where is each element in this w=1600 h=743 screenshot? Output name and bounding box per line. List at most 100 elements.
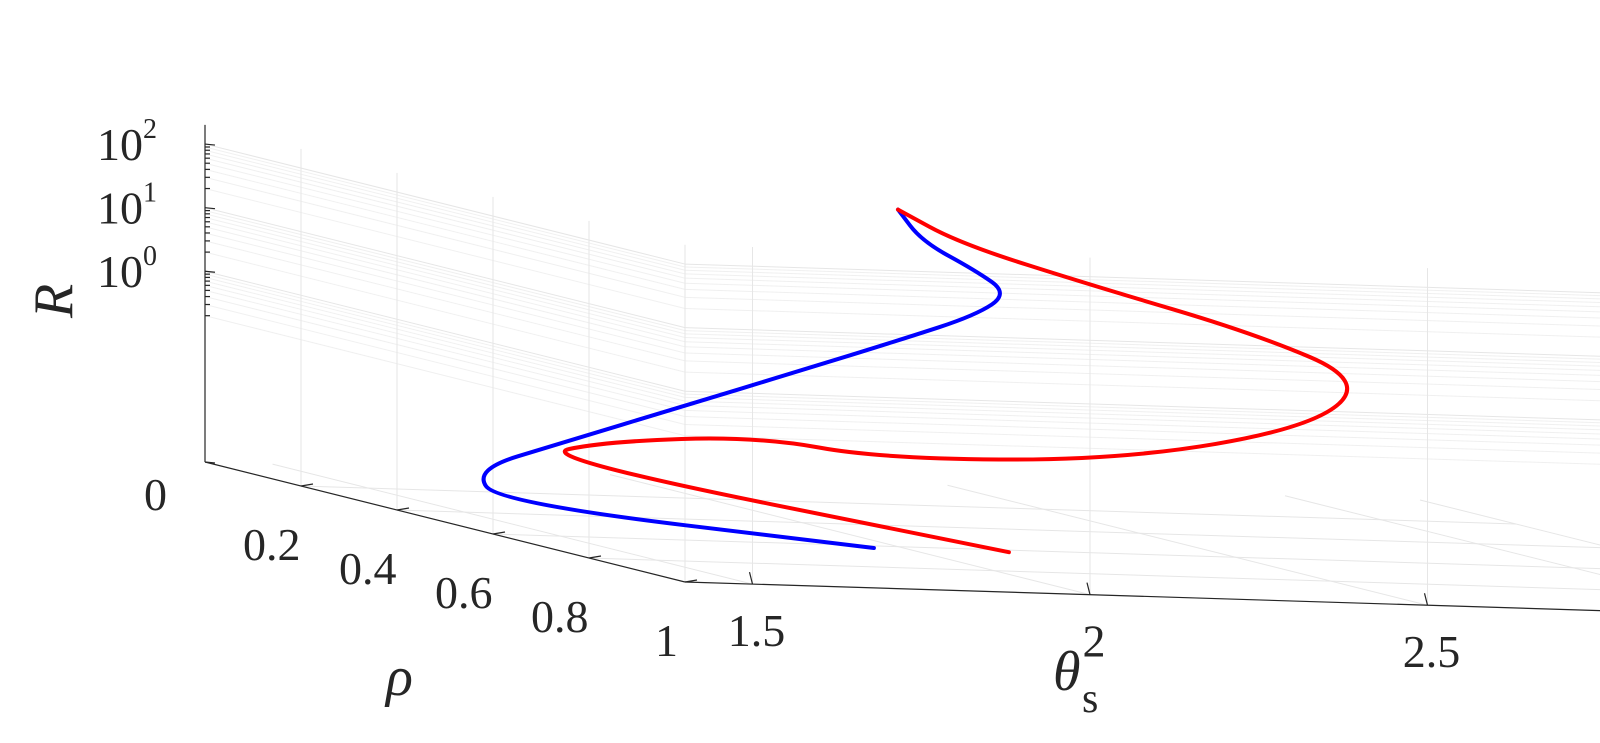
series-line-red (562, 207, 1350, 555)
grid-minor-z-side (204, 284, 686, 406)
grid-line-rho-floor (492, 533, 1600, 570)
grid-minor-z-side (204, 188, 686, 310)
grid-minor-z-side (204, 221, 686, 343)
grid-line-z-back (684, 390, 1600, 421)
axis-labels: R ρ θ s (23, 284, 1098, 722)
grid-minor-z-side (204, 289, 686, 411)
x-axis-label-subscript: s (1082, 676, 1098, 722)
grid-minor-z-side (204, 217, 686, 338)
y-tick-mark (300, 483, 314, 487)
grid-minor-z-side (204, 153, 686, 275)
series-group (481, 207, 1350, 555)
grid-minor-z-back (684, 371, 1600, 402)
grid-minor-z-side (204, 146, 686, 268)
grid-minor-z-back (684, 269, 1600, 300)
y-tick-label: 1 (655, 615, 678, 666)
grid-line-rho-floor (396, 509, 1600, 549)
grid-minor-z-back (684, 273, 1600, 304)
y-tick-mark (492, 531, 506, 535)
grid-minor-z-back (684, 308, 1600, 338)
grid-line-rho-floor (684, 581, 1600, 612)
grid-minor-z-back (684, 282, 1600, 313)
grid-line-theta-floor (609, 474, 1091, 596)
grid-minor-z-back (684, 266, 1600, 297)
z-tick-mark (204, 143, 216, 146)
grid-minor-z-back (684, 435, 1600, 465)
y-tick-label: 0.2 (243, 519, 301, 570)
grid-minor-z-back (684, 423, 1600, 454)
grid-line-z-side (204, 207, 686, 329)
y-tick-mark (396, 507, 410, 511)
x-axis-label: θ (1053, 641, 1081, 703)
grid-line-z-back (684, 327, 1600, 357)
z-tick-label: 102 (97, 114, 157, 170)
x-tick-mark (1423, 593, 1429, 606)
grid-minor-z-side (204, 315, 686, 437)
grid-minor-z-side (204, 296, 686, 418)
z-tick-mark (204, 207, 216, 210)
grid-minor-z-side (204, 240, 686, 362)
z-tick-exponent: 1 (143, 178, 157, 209)
grid-minor-z-back (684, 333, 1600, 363)
grid-line-theta-floor (1284, 495, 1600, 576)
y-axis-line (204, 461, 686, 583)
x-tick-label: 2 (1083, 616, 1106, 667)
z-tick-label: 0 (144, 469, 167, 520)
grid-line-z-back (684, 263, 1600, 294)
z-tick-mark (204, 270, 216, 273)
grid-line-theta-floor (272, 463, 753, 585)
grid-line-rho-floor (588, 557, 1600, 591)
grid-minor-z-side (204, 232, 686, 354)
z-tick-exponent: 0 (143, 241, 157, 272)
box-edge-floor-right (1419, 499, 1600, 546)
x-tick-label: 2.5 (1403, 626, 1461, 677)
y-tick-label: 0.4 (339, 543, 397, 594)
z-tick-exponent: 2 (143, 114, 157, 145)
y-tick-label: 0.6 (435, 567, 493, 618)
z-tick-label: 100 (97, 241, 157, 297)
grid-minor-z-back (684, 409, 1600, 440)
grid-minor-z-back (684, 296, 1600, 327)
grid-minor-z-back (684, 393, 1600, 424)
grid-minor-z-back (684, 341, 1600, 371)
y-axis-label: ρ (384, 646, 413, 708)
grid-line-z-side (204, 270, 686, 392)
grid-minor-z-side (204, 251, 686, 373)
grid-minor-z-back (684, 277, 1600, 308)
grid-minor-z-back (684, 352, 1600, 383)
y-tick-mark (684, 579, 698, 583)
grid-minor-z-side (204, 157, 686, 279)
grid-minor-z-side (204, 149, 686, 271)
grid-minor-z-back (684, 360, 1600, 391)
grid-line-rho-floor (300, 485, 1517, 525)
grid-minor-z-back (684, 288, 1600, 319)
grid-minor-z-side (204, 273, 686, 395)
grid-minor-z-side (204, 168, 686, 290)
y-tick-mark (588, 555, 602, 559)
grid-minor-z-side (204, 176, 686, 298)
x-tick-mark (748, 571, 754, 585)
grid-minor-z-back (684, 346, 1600, 376)
y-tick-label: 0.8 (531, 591, 589, 642)
grid-line-theta-floor (947, 484, 1428, 606)
series-line-blue (481, 207, 1002, 550)
grid-minor-z-back (684, 396, 1600, 427)
grid-minor-z-side (204, 304, 686, 425)
grid-minor-z-side (204, 226, 686, 348)
grid-minor-z-back (684, 416, 1600, 446)
x-axis-line (684, 581, 1600, 612)
grid-minor-z-side (204, 213, 686, 335)
grid-line-z-side (204, 143, 686, 265)
x-tick-mark (1086, 582, 1091, 595)
grid-minor-z-side (204, 162, 686, 284)
x-tick-label: 1.5 (728, 605, 786, 656)
z-tick-mark (204, 461, 216, 464)
z-axis-label: R (23, 284, 85, 319)
x-axis-label-symbol: θ (1053, 641, 1081, 703)
grid-minor-z-side (204, 280, 686, 402)
z-tick-label: 101 (97, 178, 157, 234)
grid-minor-z-back (684, 400, 1600, 431)
grid-minor-z-side (204, 210, 686, 332)
